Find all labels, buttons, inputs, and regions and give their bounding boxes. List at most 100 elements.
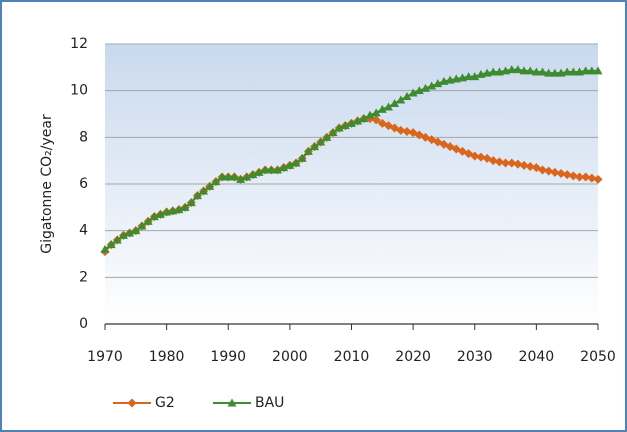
- legend-marker: [127, 398, 137, 408]
- x-tick-label: 2020: [395, 349, 431, 365]
- data-point: [396, 125, 406, 135]
- data-point: [248, 170, 258, 179]
- data-point: [340, 121, 350, 130]
- y-tick-label: 2: [79, 269, 88, 285]
- data-point: [347, 118, 356, 127]
- data-point: [260, 165, 270, 174]
- data-point: [402, 127, 412, 136]
- data-point: [143, 216, 153, 225]
- y-tick-label: 0: [79, 316, 88, 332]
- x-tick-label: 2000: [272, 349, 308, 365]
- x-tick-label: 2030: [457, 349, 493, 365]
- data-point: [322, 132, 332, 141]
- data-point: [488, 156, 498, 166]
- data-point: [470, 72, 480, 81]
- data-point: [568, 67, 578, 76]
- data-point: [575, 172, 585, 182]
- data-point: [396, 95, 406, 104]
- data-point: [464, 72, 474, 81]
- data-point: [199, 186, 209, 195]
- data-point: [476, 152, 486, 162]
- data-point: [310, 142, 320, 151]
- data-point: [180, 202, 190, 211]
- data-point: [513, 159, 523, 169]
- data-point: [507, 65, 517, 74]
- y-tick-label: 10: [70, 83, 88, 99]
- data-point: [223, 172, 233, 181]
- x-tick-label: 1970: [87, 349, 123, 365]
- data-point: [229, 172, 239, 181]
- data-point: [371, 108, 381, 117]
- data-point: [390, 99, 400, 107]
- data-point: [550, 68, 560, 77]
- legend-label: G2: [155, 395, 175, 411]
- data-point: [581, 172, 591, 182]
- data-point: [377, 104, 387, 113]
- data-point: [587, 173, 597, 183]
- data-point: [273, 165, 283, 174]
- data-point: [562, 170, 572, 180]
- data-point: [550, 167, 560, 177]
- data-point: [254, 167, 264, 176]
- data-point: [593, 174, 603, 184]
- data-point: [155, 209, 165, 218]
- data-point: [236, 174, 246, 183]
- data-point: [359, 114, 369, 123]
- data-point: [149, 212, 159, 221]
- y-tick-label: 6: [79, 176, 88, 192]
- data-point: [519, 160, 529, 170]
- data-point: [186, 198, 196, 207]
- legend-label: BAU: [255, 395, 284, 411]
- data-point: [525, 66, 535, 75]
- data-point: [137, 221, 147, 230]
- data-point: [383, 121, 393, 131]
- data-point: [217, 172, 227, 181]
- data-point: [420, 83, 430, 92]
- y-tick-label: 12: [70, 36, 88, 52]
- data-point: [125, 228, 135, 237]
- data-point: [470, 151, 480, 161]
- data-point: [328, 128, 338, 137]
- data-point: [371, 115, 381, 125]
- data-point: [211, 177, 221, 186]
- y-tick-label: 4: [79, 223, 88, 239]
- data-point: [414, 86, 424, 95]
- data-point: [285, 160, 295, 169]
- data-point: [303, 146, 313, 155]
- data-point: [587, 66, 597, 75]
- data-point: [112, 235, 122, 244]
- data-point: [501, 158, 511, 168]
- data-point: [507, 158, 517, 168]
- data-point: [316, 137, 326, 146]
- data-point: [544, 68, 554, 77]
- data-point: [383, 102, 393, 111]
- data-point: [494, 157, 504, 167]
- data-point: [538, 165, 548, 175]
- data-point: [174, 205, 184, 214]
- data-point: [192, 191, 202, 200]
- x-tick-label: 1990: [210, 349, 246, 365]
- data-point: [205, 181, 215, 190]
- data-point: [106, 240, 116, 249]
- data-point: [513, 65, 523, 74]
- data-point: [131, 226, 141, 235]
- x-tick-label: 1980: [149, 349, 185, 365]
- data-point: [525, 162, 535, 171]
- data-point: [519, 66, 529, 75]
- data-point: [408, 88, 418, 97]
- data-point: [581, 66, 591, 75]
- data-point: [427, 81, 437, 90]
- data-point: [562, 67, 572, 76]
- x-tick-label: 2040: [519, 349, 555, 365]
- data-point: [279, 163, 289, 172]
- data-point: [488, 67, 498, 76]
- data-point: [365, 110, 375, 119]
- legend-marker: [227, 398, 237, 407]
- data-point: [556, 169, 566, 178]
- data-point: [291, 158, 301, 167]
- data-point: [100, 244, 110, 253]
- data-point: [334, 123, 344, 132]
- data-point: [568, 171, 578, 181]
